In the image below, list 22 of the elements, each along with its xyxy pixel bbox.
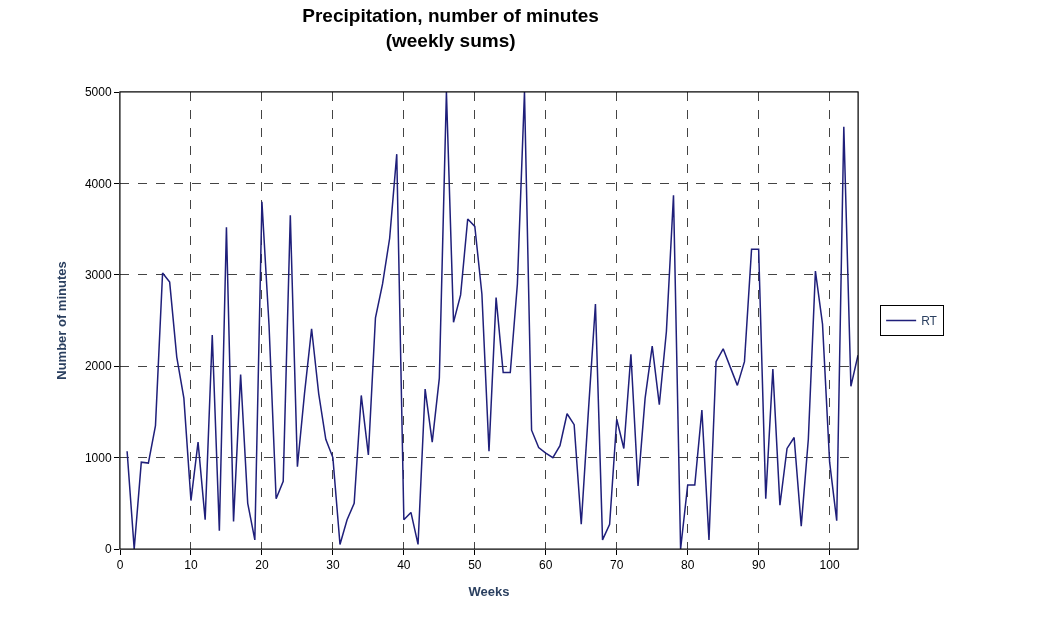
x-tick-label: 0 bbox=[116, 558, 124, 573]
x-tick-label: 90 bbox=[751, 558, 766, 573]
x-tick-label: 70 bbox=[610, 558, 624, 573]
legend-label: RT bbox=[921, 314, 938, 329]
y-tick-label: 1000 bbox=[84, 450, 112, 465]
x-tick-label: 60 bbox=[539, 558, 553, 573]
x-tick-label: 50 bbox=[468, 558, 482, 573]
x-tick-label: 80 bbox=[681, 558, 695, 573]
y-tick-label: 5000 bbox=[84, 85, 112, 100]
y-axis-title: Number of minutes bbox=[53, 261, 69, 380]
x-tick-label: 20 bbox=[255, 558, 269, 573]
y-tick-label: 4000 bbox=[84, 176, 112, 191]
x-tick-label: 10 bbox=[184, 558, 198, 573]
chart-title: Precipitation, number of minutes (weekly sums) bbox=[302, 5, 599, 52]
y-tick-label: 3000 bbox=[84, 268, 112, 282]
x-tick-label: 100 bbox=[819, 558, 840, 573]
line-series bbox=[126, 92, 858, 549]
x-tick-label: 30 bbox=[326, 558, 340, 573]
y-tick-label: 0 bbox=[104, 542, 112, 557]
x-axis-title: Weeks bbox=[468, 584, 510, 599]
y-tick-label: 2000 bbox=[84, 359, 112, 374]
x-tick-label: 40 bbox=[397, 558, 411, 573]
